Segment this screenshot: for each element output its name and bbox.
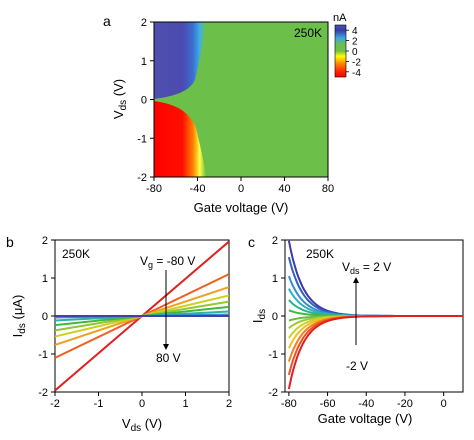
transfer-ytick-label: -2 xyxy=(268,387,278,399)
colorbar-gradient xyxy=(334,24,347,78)
iv-xtick-label: -2 xyxy=(50,398,60,410)
heatmap-ytick-label: 0 xyxy=(141,95,147,107)
iv-temperature-label: 250K xyxy=(62,247,90,261)
iv-ytick-label: 1 xyxy=(42,273,48,285)
iv-trend-arrowhead xyxy=(163,344,169,350)
iv-ylabel: Ids (μA) xyxy=(10,295,28,338)
transfer-panel-c: 250K Vds = 2 V -2 V xyxy=(284,239,464,393)
transfer-xtick-label: -20 xyxy=(397,398,413,410)
panel-label-a: a xyxy=(103,13,111,29)
colorbar-tick-label: 4 xyxy=(352,26,358,37)
iv-xtick-label: 0 xyxy=(139,398,145,410)
transfer-ytick-label: 2 xyxy=(272,235,278,247)
iv-ytick-label: -2 xyxy=(38,387,48,399)
iv-ytick-label: 0 xyxy=(42,311,48,323)
iv-axes: -2 -1 0 1 2 2 1 0 -1 -2 xyxy=(38,235,232,410)
heatmap-ytick-label: -1 xyxy=(137,133,147,145)
colorbar-tick-label: -4 xyxy=(352,68,361,79)
transfer-vds-annotation-bottom: -2 V xyxy=(346,359,368,373)
heatmap-xtick-label: -40 xyxy=(190,183,206,195)
colorbar: nA 420-2-4 xyxy=(333,12,361,79)
transfer-xtick-label: -60 xyxy=(320,398,336,410)
iv-xlabel: Vds (V) xyxy=(122,416,162,434)
iv-ytick-label: 2 xyxy=(42,235,48,247)
heatmap-xtick-label: 40 xyxy=(278,183,290,195)
transfer-trend-arrowhead xyxy=(353,277,359,283)
iv-gate-annotation-bottom: 80 V xyxy=(156,351,181,365)
heatmap-negative-region xyxy=(154,101,206,177)
transfer-xtick-label: 0 xyxy=(441,398,447,410)
heatmap-ytick-label: -2 xyxy=(137,172,147,184)
iv-panel-b: 250K Vg = -80 V 80 V xyxy=(54,239,230,393)
transfer-ytick-label: 0 xyxy=(272,311,278,323)
heatmap-positive-region xyxy=(154,22,206,99)
heatmap-temperature-label: 250K xyxy=(294,26,322,40)
heatmap-xtick-label: -80 xyxy=(146,183,162,195)
colorbar-tick-label: 0 xyxy=(352,47,358,58)
heatmap-panel-a: 250K xyxy=(153,21,329,178)
panel-label-c: c xyxy=(248,234,255,250)
transfer-xlabel: Gate voltage (V) xyxy=(318,411,413,426)
colorbar-tick-label: -2 xyxy=(352,57,361,68)
heatmap-ylabel: Vds (V) xyxy=(111,79,129,119)
heatmap-xlabel: Gate voltage (V) xyxy=(194,200,289,215)
colorbar-unit: nA xyxy=(333,12,347,24)
transfer-xtick-label: -80 xyxy=(281,398,297,410)
iv-xtick-label: -1 xyxy=(94,398,104,410)
panel-label-b: b xyxy=(6,234,14,250)
iv-xtick-label: 1 xyxy=(182,398,188,410)
transfer-ytick-label: 1 xyxy=(272,273,278,285)
iv-gate-annotation-top: Vg = -80 V xyxy=(140,254,195,270)
transfer-series-line xyxy=(287,315,463,390)
transfer-ytick-label: -1 xyxy=(268,349,278,361)
colorbar-tick-label: 2 xyxy=(352,37,358,48)
transfer-vds-annotation-top: Vds = 2 V xyxy=(342,260,391,276)
heatmap-ytick-label: 2 xyxy=(141,17,147,29)
iv-xtick-label: 2 xyxy=(226,398,232,410)
transfer-temperature-label: 250K xyxy=(306,247,334,261)
iv-ytick-label: -1 xyxy=(38,349,48,361)
heatmap-xtick-label: 0 xyxy=(238,183,244,195)
heatmap-axes: -80 -40 0 40 80 2 1 0 -1 -2 xyxy=(137,17,334,195)
transfer-axes: -80 -60 -40 -20 0 2 1 0 -1 -2 xyxy=(268,235,446,410)
transfer-xtick-label: -40 xyxy=(358,398,374,410)
heatmap-ytick-label: 1 xyxy=(141,56,147,68)
heatmap-xtick-label: 80 xyxy=(322,183,334,195)
transfer-ylabel: Ids xyxy=(250,309,268,323)
